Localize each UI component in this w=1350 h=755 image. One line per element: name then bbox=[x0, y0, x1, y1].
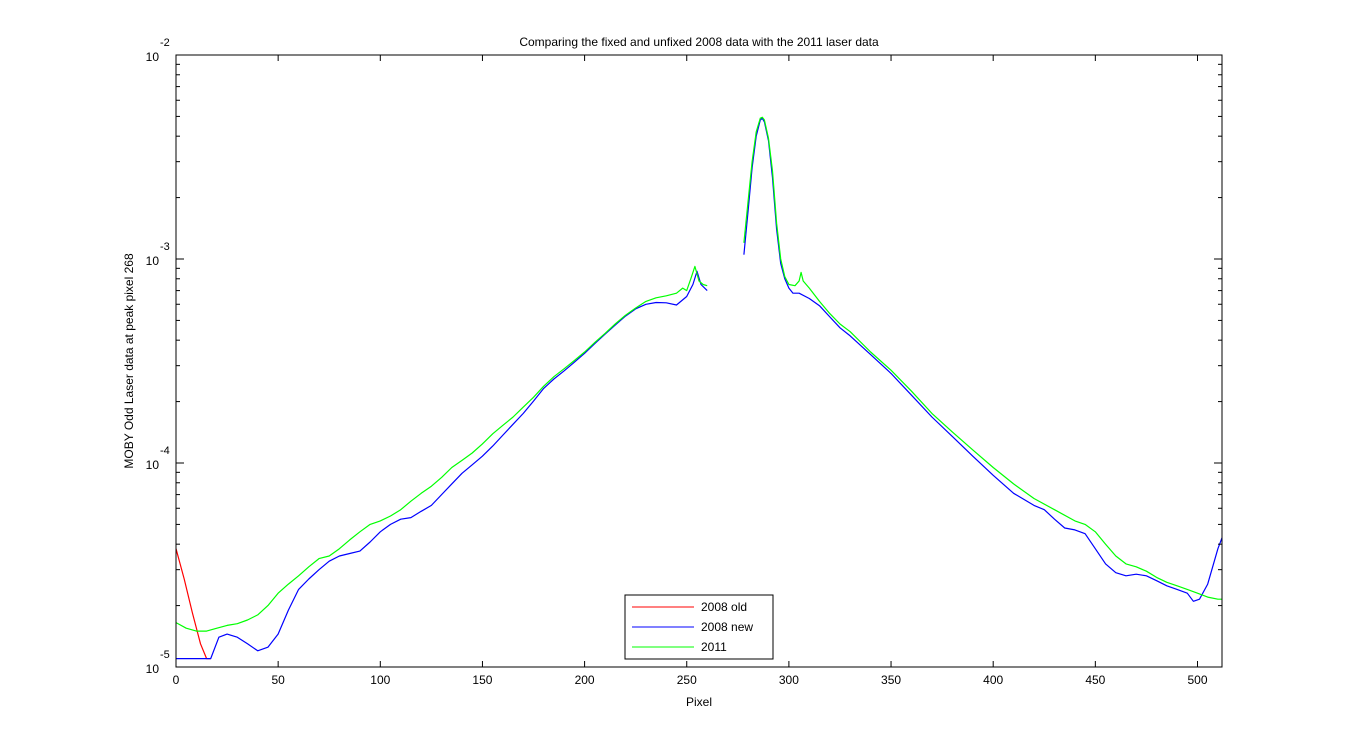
series-line-2008-old bbox=[176, 548, 211, 660]
x-tick-label: 250 bbox=[677, 673, 697, 687]
plot-area: 0 50 100 150 200 250 300 350 400 450 50010-510-410… bbox=[146, 37, 1223, 687]
y-tick-label-base: 10 bbox=[146, 50, 160, 64]
y-tick-label-exponent: -2 bbox=[160, 37, 170, 49]
y-axis-label: MOBY Odd Laser data at peak pixel 268 bbox=[122, 253, 136, 469]
y-tick-label-base: 10 bbox=[146, 458, 160, 472]
tick-layer: 0 50 100 150 200 250 300 350 400 450 50010-510-410… bbox=[146, 37, 1222, 687]
x-tick-label: 300 bbox=[779, 673, 799, 687]
series-line-2008-new bbox=[743, 117, 1222, 602]
legend-label-2008-old: 2008 old bbox=[701, 600, 747, 614]
y-tick-label-base: 10 bbox=[146, 254, 160, 268]
legend: 2008 old 2008 new 2011 bbox=[624, 594, 774, 660]
legend-label-2011: 2011 bbox=[701, 640, 727, 654]
legend-entry-2008-new: 2008 new bbox=[632, 620, 753, 634]
x-axis-label: Pixel bbox=[686, 695, 712, 709]
x-tick-label: 100 bbox=[370, 673, 390, 687]
x-tick-label: 400 bbox=[983, 673, 1003, 687]
y-tick-label-exponent: -5 bbox=[160, 649, 170, 661]
legend-entry-2011: 2011 bbox=[632, 640, 727, 654]
series-line-2011 bbox=[743, 116, 1222, 600]
legend-entry-2008-old: 2008 old bbox=[632, 600, 747, 614]
x-tick-label: 500 bbox=[1187, 673, 1207, 687]
y-tick-label-base: 10 bbox=[146, 662, 160, 676]
series-layer bbox=[176, 116, 1222, 660]
chart-title: Comparing the fixed and unfixed 2008 dat… bbox=[519, 35, 879, 49]
x-tick-label: 450 bbox=[1085, 673, 1105, 687]
x-tick-label: 0 bbox=[173, 673, 180, 687]
y-tick-label-exponent: -4 bbox=[160, 445, 170, 457]
y-tick-label-exponent: -3 bbox=[160, 241, 170, 253]
x-tick-label: 200 bbox=[575, 673, 595, 687]
series-line-2008-new bbox=[176, 270, 708, 660]
x-tick-label: 350 bbox=[881, 673, 901, 687]
x-tick-label: 150 bbox=[472, 673, 492, 687]
plot-frame bbox=[175, 54, 1223, 668]
series-line-2011 bbox=[176, 265, 708, 632]
x-tick-label: 50 bbox=[271, 673, 285, 687]
legend-label-2008-new: 2008 new bbox=[701, 620, 753, 634]
